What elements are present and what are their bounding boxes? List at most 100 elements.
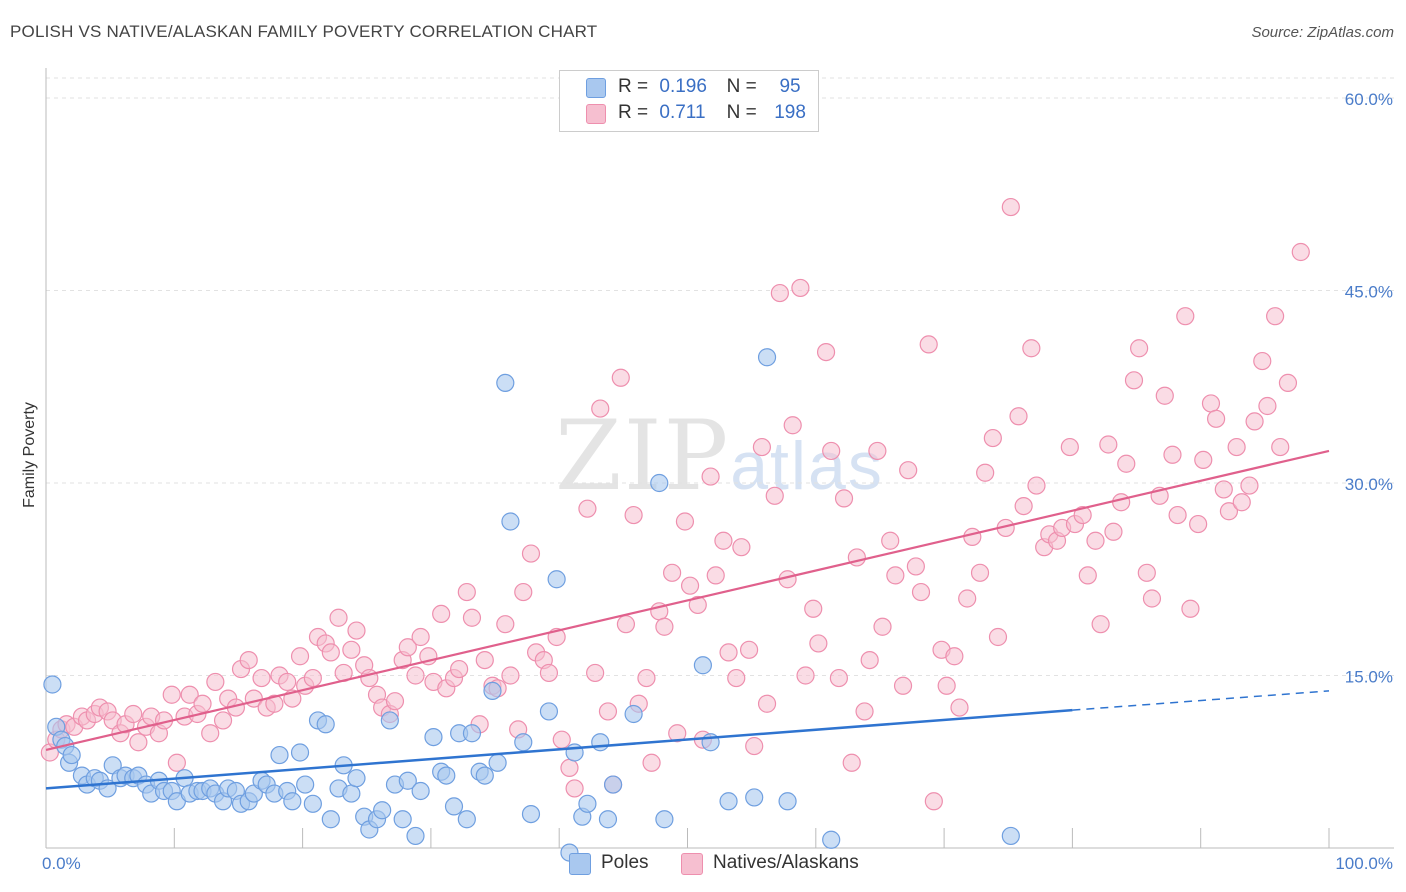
natives-point xyxy=(329,608,348,627)
legend-r-label: R = xyxy=(618,102,649,123)
natives-point xyxy=(770,283,789,303)
natives-point xyxy=(539,663,559,683)
trend-lines xyxy=(45,449,1330,790)
natives-point xyxy=(680,576,700,595)
natives-point xyxy=(1194,450,1213,469)
poles-point xyxy=(757,348,777,367)
poles-point xyxy=(316,715,335,734)
chart-title: POLISH VS NATIVE/ALASKAN FAMILY POVERTY … xyxy=(10,22,598,41)
natives-point xyxy=(616,615,636,634)
poles-point xyxy=(373,801,392,820)
natives-point xyxy=(1176,307,1195,326)
natives-point xyxy=(1189,514,1208,534)
poles-point xyxy=(406,826,425,846)
axis-labels: 15.0% 30.0% 45.0% 60.0% 0.0% 100.0% Family Pov… xyxy=(21,90,1393,873)
natives-point xyxy=(822,441,841,461)
natives-point xyxy=(1206,409,1226,428)
natives-point xyxy=(958,589,977,608)
natives-point xyxy=(1104,522,1123,541)
natives-point xyxy=(642,753,661,772)
natives-point xyxy=(321,643,340,662)
poles-point xyxy=(462,724,482,743)
natives-point xyxy=(1086,531,1105,550)
natives-point xyxy=(906,557,925,576)
natives-point xyxy=(1117,454,1136,473)
natives-point xyxy=(1022,339,1041,358)
poles-point xyxy=(501,512,520,531)
poles-point xyxy=(437,766,456,785)
legend-r-label: R = xyxy=(618,76,649,97)
poles-point xyxy=(778,792,797,811)
poles-point xyxy=(380,711,399,730)
natives-point xyxy=(675,512,695,531)
natives-point xyxy=(1073,505,1092,525)
natives-point xyxy=(1266,307,1285,326)
natives-point xyxy=(1214,480,1233,499)
poles-point xyxy=(62,745,81,765)
poles-point xyxy=(321,810,340,829)
natives-point xyxy=(1258,396,1277,416)
poles-legend-swatch xyxy=(569,853,591,875)
poles-point xyxy=(822,830,841,849)
natives-point xyxy=(899,461,918,480)
natives-point xyxy=(1060,437,1079,457)
natives-point xyxy=(791,278,810,298)
watermark-zip: ZIP xyxy=(555,400,731,512)
poles-point xyxy=(693,656,712,675)
natives-point xyxy=(598,702,618,721)
natives-point xyxy=(1181,599,1200,618)
legend-n-label: N = xyxy=(726,76,757,97)
natives-point xyxy=(193,694,212,713)
natives-series xyxy=(40,197,1310,811)
natives-point xyxy=(1245,412,1264,431)
natives-point xyxy=(1291,242,1310,262)
legend-n-label: N = xyxy=(726,102,757,123)
natives-point xyxy=(752,437,772,457)
natives-point xyxy=(578,499,597,518)
y-tick-label: 60.0% xyxy=(1345,90,1393,109)
poles-point xyxy=(347,769,366,788)
poles-point xyxy=(578,794,597,813)
natives-point xyxy=(668,724,687,743)
natives-point xyxy=(719,643,738,662)
natives-point xyxy=(1201,394,1221,413)
natives-point xyxy=(162,685,181,704)
x-tick-label: 100.0% xyxy=(1335,854,1393,873)
correlation-legend: R = 0.196 N = 95 R = 0.711 N = 198 xyxy=(559,70,819,132)
natives-point xyxy=(265,694,284,713)
natives-point xyxy=(252,668,271,688)
natives-point xyxy=(591,399,610,418)
natives-point xyxy=(239,650,258,670)
natives-point xyxy=(706,566,725,585)
natives-point xyxy=(206,672,225,692)
poles-point xyxy=(411,781,430,801)
natives-point xyxy=(860,650,879,670)
natives-point xyxy=(745,736,764,756)
natives-legend-label: Natives/Alaskans xyxy=(713,852,859,873)
natives-point xyxy=(457,582,476,602)
natives-point xyxy=(1232,493,1251,512)
poles-trend-extension xyxy=(1072,690,1330,711)
natives-point xyxy=(637,668,656,688)
y-axis-label: Family Poverty xyxy=(21,402,38,508)
poles-point xyxy=(398,771,417,790)
natives-point xyxy=(1112,493,1131,512)
natives-point xyxy=(924,792,943,811)
natives-point xyxy=(655,617,674,636)
natives-point xyxy=(829,668,848,688)
natives-point xyxy=(804,599,823,618)
natives-point xyxy=(701,467,720,486)
poles-point xyxy=(424,727,443,747)
natives-point xyxy=(1240,476,1259,495)
natives-point xyxy=(1253,351,1272,371)
poles-trend-line xyxy=(45,708,1073,790)
natives-point xyxy=(1271,437,1290,457)
poles-point xyxy=(283,792,302,811)
natives-point xyxy=(886,566,905,585)
y-tick-label: 30.0% xyxy=(1345,475,1393,494)
natives-point xyxy=(303,668,322,688)
poles-point xyxy=(270,745,289,765)
natives-point xyxy=(521,544,541,563)
natives-point xyxy=(1219,502,1239,521)
poles-point xyxy=(598,810,618,829)
